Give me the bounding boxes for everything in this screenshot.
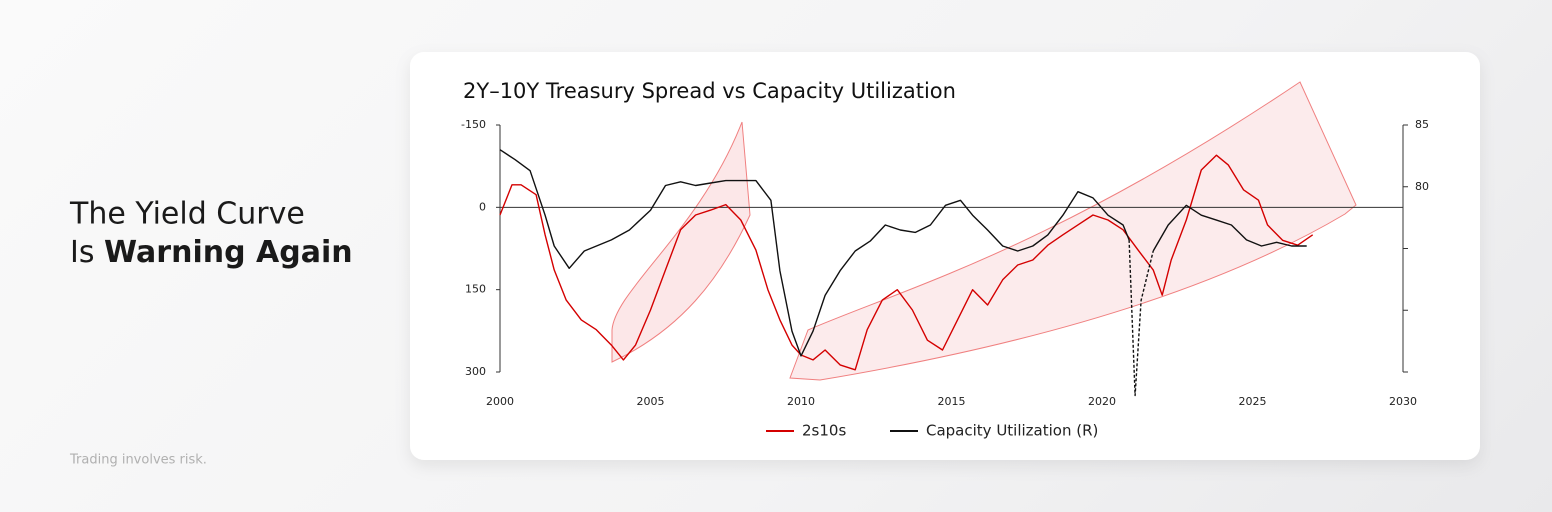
x-tick-label: 2020 [1088,395,1116,408]
disclaimer: Trading involves risk. [69,453,207,468]
headline-prefix: Is [70,235,94,270]
plot: -150 0 150 300 85 80 2000 2005 2010 2015 2020 2025 2… [461,118,1429,408]
y-tick-label: 0 [479,200,486,213]
y2-tick-label: 85 [1415,118,1429,131]
x-tick-label: 2030 [1389,395,1417,408]
headline-bold: Warning Again [104,235,353,270]
y2-tick-label: 80 [1415,180,1429,193]
series-line [499,149,1130,357]
headline-line2: Is Warning Again [70,235,353,270]
chart-title: 2Y–10Y Treasury Spread vs Capacity Utili… [463,79,956,103]
y-tick-label: -150 [461,118,486,131]
y-tick-label: 150 [465,283,486,296]
legend: 2s10s Capacity Utilization (R) [755,416,1110,444]
series-line [499,154,1314,371]
legend-label: Capacity Utilization (R) [926,422,1098,440]
legend-label: 2s10s [802,422,846,440]
series-line [1152,204,1307,252]
x-tick-label: 2000 [486,395,514,408]
y-tick-label: 300 [465,365,486,378]
legend-box [755,416,1110,444]
x-tick-label: 2005 [637,395,665,408]
x-tick-label: 2010 [787,395,815,408]
headline-line1: The Yield Curve [69,197,305,232]
x-tick-label: 2025 [1239,395,1267,408]
series-line-dashed [1128,239,1154,397]
x-tick-label: 2015 [938,395,966,408]
